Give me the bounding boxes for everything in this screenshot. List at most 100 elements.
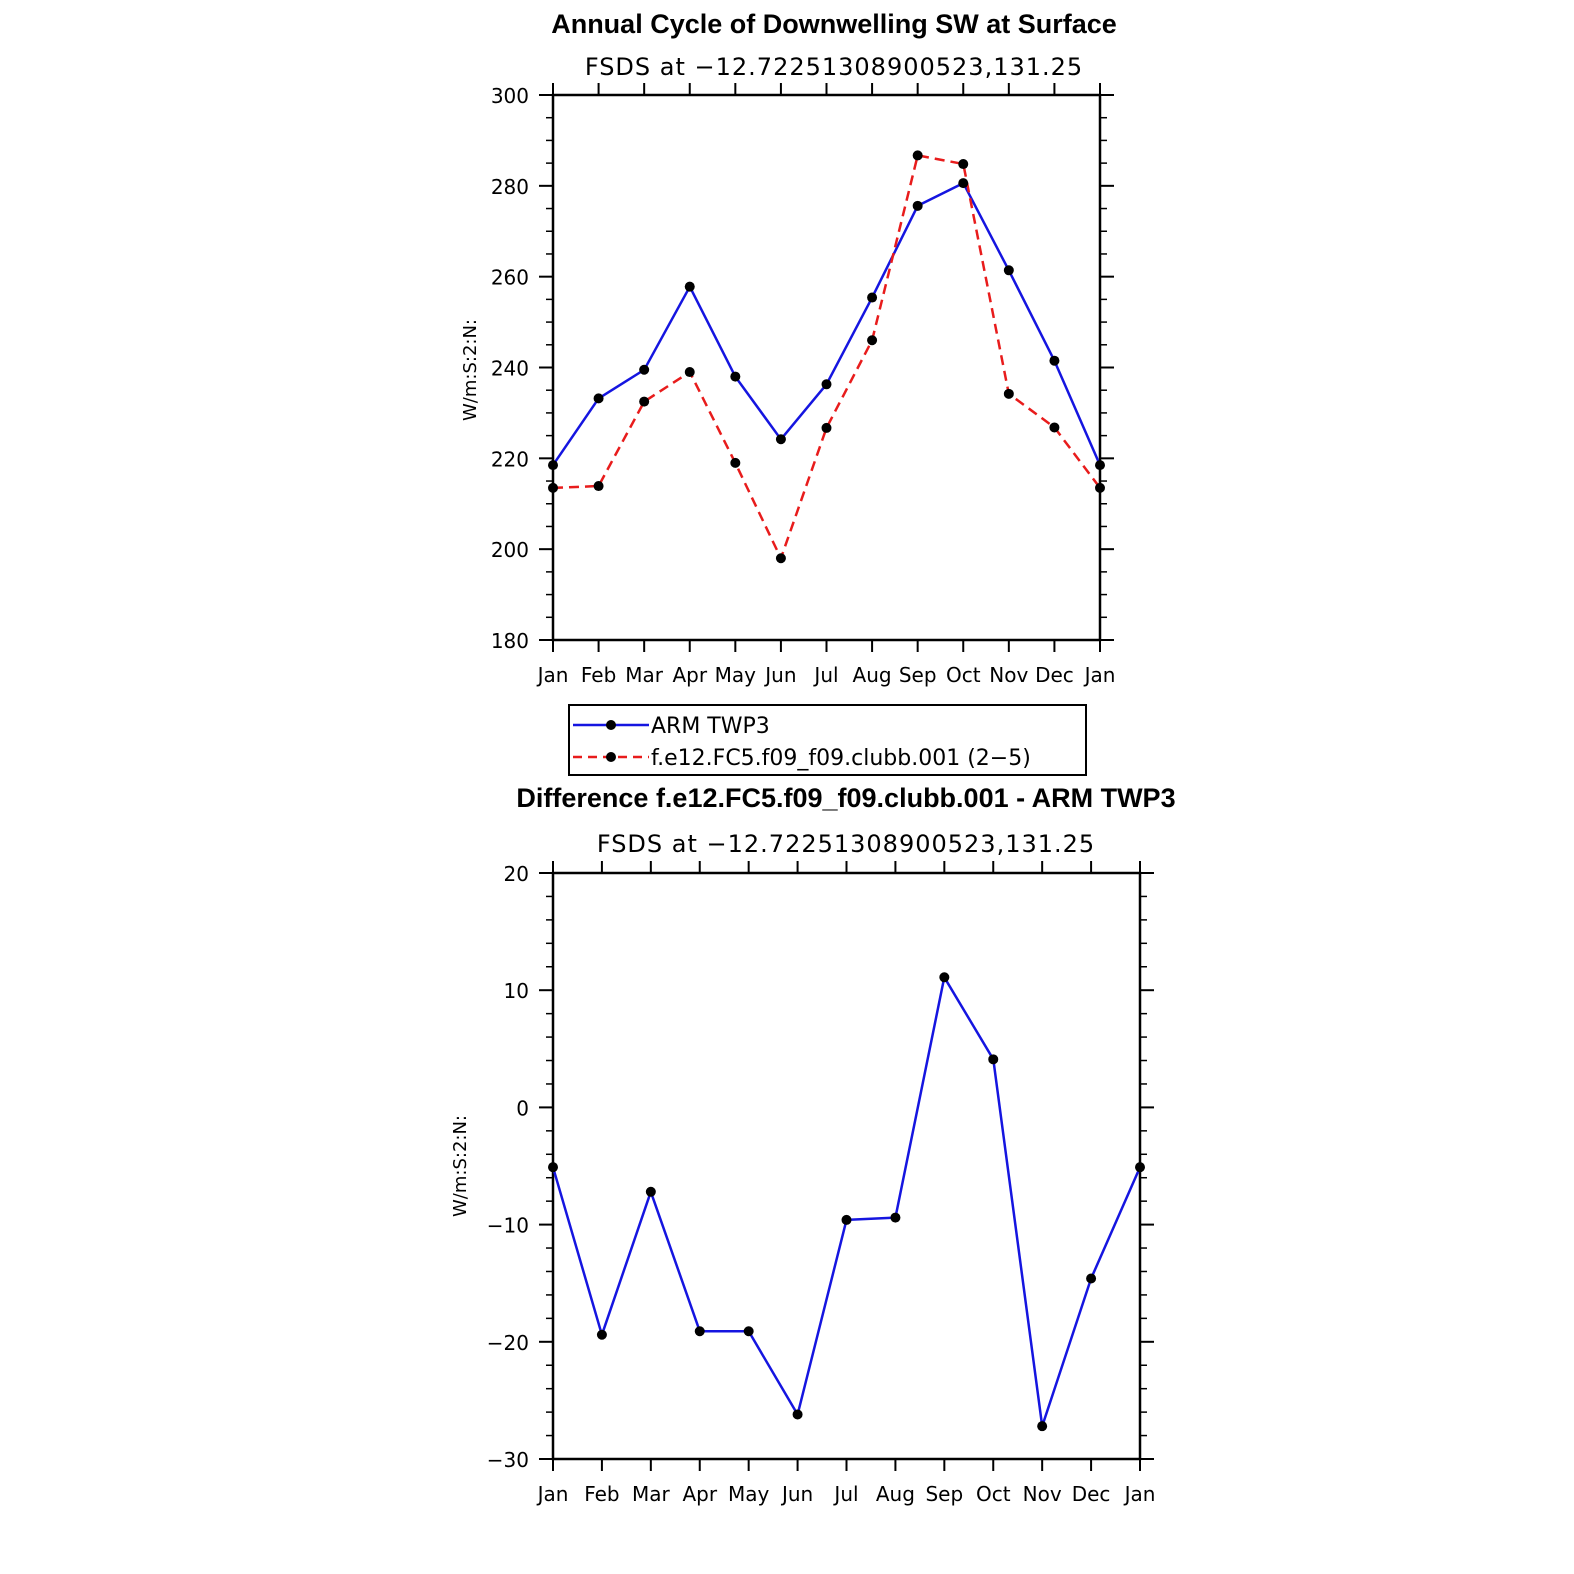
y-tick-label: 260 xyxy=(491,266,529,290)
data-point-s1-8 xyxy=(912,200,923,211)
x-tick-label: Jun xyxy=(763,663,796,687)
chart2-title: Difference f.e12.FC5.f09_f09.clubb.001 -… xyxy=(516,783,1175,813)
data-point-s1-12 xyxy=(1095,460,1105,471)
data-point-s1-3 xyxy=(694,1326,705,1337)
series-line-1 xyxy=(551,181,1102,466)
chart1-y-axis-label: W/m:S:2:N: xyxy=(460,319,481,421)
data-point-s1-5 xyxy=(792,1409,803,1420)
chart1-title: Annual Cycle of Downwelling SW at Surfac… xyxy=(551,9,1117,39)
chart1-axes: 180 200 220 240 260 280 300 Jan Feb Mar Apr May Jun J… xyxy=(491,83,1116,687)
chart2-series-lines xyxy=(551,976,1142,1428)
data-point-s1-11 xyxy=(1049,355,1060,366)
x-tick-label: Dec xyxy=(1035,663,1074,687)
data-point-s1-2 xyxy=(645,1186,656,1197)
data-point-s1-0 xyxy=(548,1162,558,1173)
data-point-s1-7 xyxy=(890,1212,901,1223)
legend-label-model: f.e12.FC5.f09_f09.clubb.001 (2−5) xyxy=(651,746,1031,771)
data-point-s1-10 xyxy=(1037,1421,1048,1432)
legend-marker-arm-twp3 xyxy=(606,720,616,730)
data-point-s2-11 xyxy=(1049,422,1060,433)
data-point-s2-1 xyxy=(593,481,604,492)
data-point-s1-2 xyxy=(639,364,650,375)
data-point-s1-9 xyxy=(988,1054,999,1065)
data-point-s2-12 xyxy=(1095,482,1105,493)
x-tick-label: Feb xyxy=(581,663,616,687)
data-point-s2-8 xyxy=(912,150,923,161)
y-tick-label: 240 xyxy=(491,357,529,381)
x-tick-label: Jan xyxy=(1083,663,1116,687)
data-point-s1-4 xyxy=(730,371,741,382)
data-point-s2-2 xyxy=(639,396,650,407)
x-tick-label: Jul xyxy=(832,1482,858,1506)
x-tick-label: Nov xyxy=(989,663,1028,687)
x-tick-label: Oct xyxy=(976,1482,1011,1506)
data-point-s1-1 xyxy=(593,393,604,404)
annual-cycle-chart: Annual Cycle of Downwelling SW at Surfac… xyxy=(460,9,1117,687)
data-point-s1-6 xyxy=(841,1214,852,1225)
x-tick-label: Sep xyxy=(899,663,937,687)
y-tick-label: 0 xyxy=(516,1096,529,1120)
plot-frame xyxy=(551,93,1102,642)
x-tick-label: Mar xyxy=(632,1482,671,1506)
data-point-s2-7 xyxy=(867,335,878,346)
plot-frame xyxy=(551,871,1142,1461)
legend: ARM TWP3 f.e12.FC5.f09_f09.clubb.001 (2−… xyxy=(568,704,1087,776)
x-tick-label: Jan xyxy=(536,663,569,687)
data-point-s1-11 xyxy=(1086,1273,1097,1284)
y-tick-label: −30 xyxy=(487,1448,529,1472)
data-point-s2-10 xyxy=(1003,388,1014,399)
data-point-s1-12 xyxy=(1135,1162,1145,1173)
legend-label-arm-twp3: ARM TWP3 xyxy=(651,714,770,739)
y-tick-label: 220 xyxy=(491,447,529,471)
legend-box xyxy=(568,704,1087,776)
y-tick-label: 20 xyxy=(504,862,529,886)
data-point-s1-0 xyxy=(548,460,558,471)
chart1-subtitle: FSDS at −12.72251308900523,131.25 xyxy=(585,53,1083,81)
data-point-s2-5 xyxy=(775,553,786,564)
y-tick-label: 200 xyxy=(491,538,529,562)
difference-chart: Difference f.e12.FC5.f09_f09.clubb.001 -… xyxy=(450,783,1176,1506)
chart1-points xyxy=(548,150,1105,564)
x-tick-label: Apr xyxy=(672,663,707,687)
x-tick-label: Jul xyxy=(812,663,838,687)
series-line-2 xyxy=(552,154,1101,560)
chart1-series-lines xyxy=(551,154,1102,560)
data-point-s2-4 xyxy=(730,457,741,468)
y-tick-label: −10 xyxy=(487,1214,529,1238)
chart2-y-axis-label: W/m:S:2:N: xyxy=(450,1115,471,1217)
chart2-axes: −30 −20 −10 0 10 20 Jan Feb Mar Apr May Jun Jul Aug Se… xyxy=(487,861,1155,1506)
y-tick-label: 300 xyxy=(491,84,529,108)
x-tick-label: Feb xyxy=(584,1482,619,1506)
data-point-s1-3 xyxy=(684,281,695,292)
y-tick-label: 280 xyxy=(491,175,529,199)
x-tick-label: Jan xyxy=(536,1482,569,1506)
data-point-s1-4 xyxy=(743,1326,754,1337)
chart2-points xyxy=(548,972,1145,1432)
y-tick-label: 180 xyxy=(491,629,529,653)
x-tick-label: Sep xyxy=(925,1482,963,1506)
x-tick-label: Aug xyxy=(876,1482,915,1506)
data-point-s2-9 xyxy=(958,159,969,170)
x-tick-label: Nov xyxy=(1023,1482,1062,1506)
data-point-s2-0 xyxy=(548,482,558,493)
x-tick-label: Jun xyxy=(780,1482,813,1506)
data-point-s1-10 xyxy=(1003,265,1014,276)
chart2-subtitle: FSDS at −12.72251308900523,131.25 xyxy=(597,830,1095,858)
legend-marker-model xyxy=(606,752,616,762)
y-tick-label: −20 xyxy=(487,1331,529,1355)
data-point-s2-6 xyxy=(821,422,832,433)
x-tick-label: Dec xyxy=(1072,1482,1111,1506)
data-point-s2-3 xyxy=(684,367,695,378)
data-point-s1-7 xyxy=(867,292,878,303)
data-point-s1-9 xyxy=(958,178,969,189)
series-line-1 xyxy=(551,976,1142,1428)
y-tick-label: 10 xyxy=(504,979,529,1003)
data-point-s1-1 xyxy=(596,1329,607,1340)
x-tick-label: Apr xyxy=(682,1482,717,1506)
x-tick-label: Aug xyxy=(853,663,892,687)
data-point-s1-8 xyxy=(939,972,950,983)
x-tick-label: Oct xyxy=(946,663,981,687)
data-point-s1-6 xyxy=(821,379,832,390)
x-tick-label: May xyxy=(728,1482,770,1506)
